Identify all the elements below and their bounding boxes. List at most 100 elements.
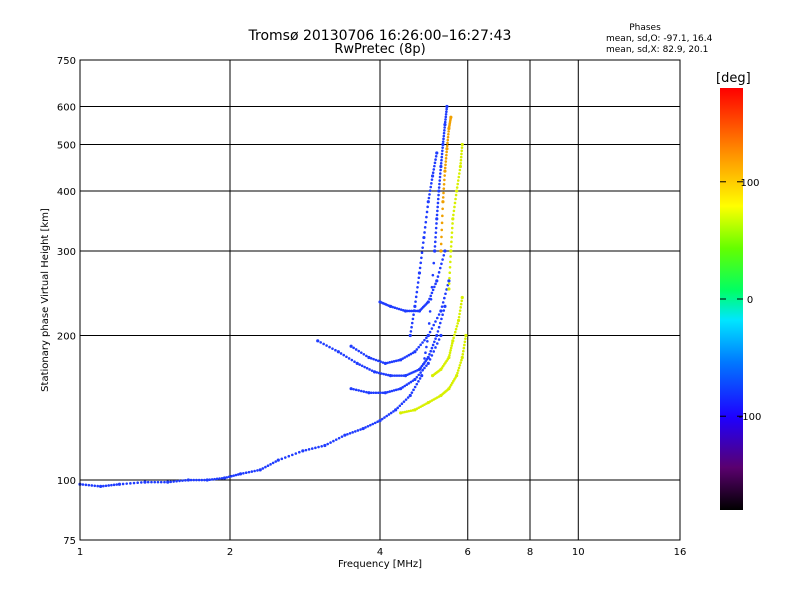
echo-point xyxy=(419,405,422,409)
echo-point xyxy=(455,186,459,189)
echo-point xyxy=(409,352,413,356)
echo-point xyxy=(439,309,443,313)
echo-point xyxy=(432,323,435,327)
echo-point xyxy=(443,178,446,182)
echo-point xyxy=(365,366,369,370)
echo-point xyxy=(310,447,314,450)
echo-point xyxy=(390,389,394,393)
echo-point xyxy=(244,471,248,475)
y-tick-label: 750 xyxy=(57,56,76,67)
echo-point xyxy=(415,382,419,386)
echo-point xyxy=(410,325,413,329)
chart-title: Tromsø 20130706 16:26:00–16:27:43 xyxy=(248,28,512,44)
echo-point xyxy=(442,187,446,190)
echo-point xyxy=(460,355,464,360)
echo-point xyxy=(386,390,389,394)
echo-point xyxy=(413,350,417,354)
echo-point xyxy=(434,158,437,161)
echo-point xyxy=(420,256,423,260)
echo-point xyxy=(266,464,270,468)
echo-point xyxy=(258,468,262,472)
echo-point xyxy=(423,231,426,234)
echo-point xyxy=(441,142,445,147)
echo-point xyxy=(440,221,444,225)
echo-point xyxy=(443,296,446,300)
echo-point xyxy=(129,482,132,485)
echo-point xyxy=(399,387,403,391)
echo-point xyxy=(112,483,116,487)
echo-point xyxy=(452,336,455,340)
x-tick-label: 6 xyxy=(465,547,471,558)
echo-point xyxy=(426,355,430,360)
echo-point xyxy=(436,275,440,278)
echo-point xyxy=(421,246,424,249)
echo-point xyxy=(347,357,351,360)
echo-point xyxy=(442,131,446,135)
echo-points xyxy=(78,104,468,488)
echo-point xyxy=(287,454,291,458)
echo-point xyxy=(435,342,439,345)
echo-point xyxy=(428,330,432,334)
echo-point xyxy=(326,442,329,446)
echo-point xyxy=(395,307,399,310)
echo-point xyxy=(349,387,353,391)
y-tick-label: 500 xyxy=(57,141,76,152)
echo-point xyxy=(401,386,404,389)
echo-point xyxy=(414,295,418,299)
echo-point xyxy=(354,348,358,351)
colorbar xyxy=(720,88,743,510)
echo-point xyxy=(456,322,460,325)
echo-point xyxy=(441,301,445,304)
echo-point xyxy=(334,348,337,352)
echo-point xyxy=(458,168,462,172)
echo-point xyxy=(464,337,467,340)
echo-point xyxy=(428,310,432,313)
echo-point xyxy=(395,374,399,377)
echo-point xyxy=(132,481,136,485)
echo-point xyxy=(107,484,110,487)
chart-subtitle: RwPretec (8p) xyxy=(334,42,425,57)
echo-point xyxy=(430,174,435,178)
echo-point xyxy=(181,479,184,482)
echo-point xyxy=(446,135,450,139)
echo-point xyxy=(200,478,204,482)
echo-point xyxy=(355,361,359,365)
echo-point xyxy=(439,172,442,175)
echo-point xyxy=(81,483,85,486)
echo-point xyxy=(391,305,394,309)
echo-point xyxy=(403,356,407,359)
echo-point xyxy=(408,393,412,398)
echo-point xyxy=(408,372,411,376)
echo-point xyxy=(421,404,424,408)
echo-point xyxy=(414,300,417,303)
echo-point xyxy=(441,149,444,153)
echo-point xyxy=(448,276,451,280)
echo-point xyxy=(444,160,448,163)
echo-point xyxy=(447,355,451,360)
y-tick-label: 600 xyxy=(57,103,76,114)
echo-point xyxy=(348,431,352,435)
echo-point xyxy=(418,377,422,380)
echo-point xyxy=(453,205,456,209)
echo-point xyxy=(264,465,267,469)
echo-point xyxy=(394,388,398,392)
echo-point xyxy=(438,182,441,186)
echo-point xyxy=(400,402,404,406)
echo-point xyxy=(423,357,426,360)
echo-point xyxy=(99,484,103,488)
echo-point xyxy=(442,182,446,186)
echo-point xyxy=(426,361,430,365)
echo-point xyxy=(371,422,375,426)
echo-point xyxy=(444,112,448,116)
echo-point xyxy=(372,357,375,361)
echo-point xyxy=(316,339,320,343)
echo-point xyxy=(253,469,256,473)
echo-point xyxy=(434,337,437,340)
echo-point xyxy=(425,210,429,214)
echo-point xyxy=(386,361,389,365)
echo-point xyxy=(424,351,427,355)
echo-point xyxy=(405,410,409,413)
echo-point xyxy=(456,318,461,323)
echo-point xyxy=(238,472,243,476)
echo-point xyxy=(436,205,439,209)
